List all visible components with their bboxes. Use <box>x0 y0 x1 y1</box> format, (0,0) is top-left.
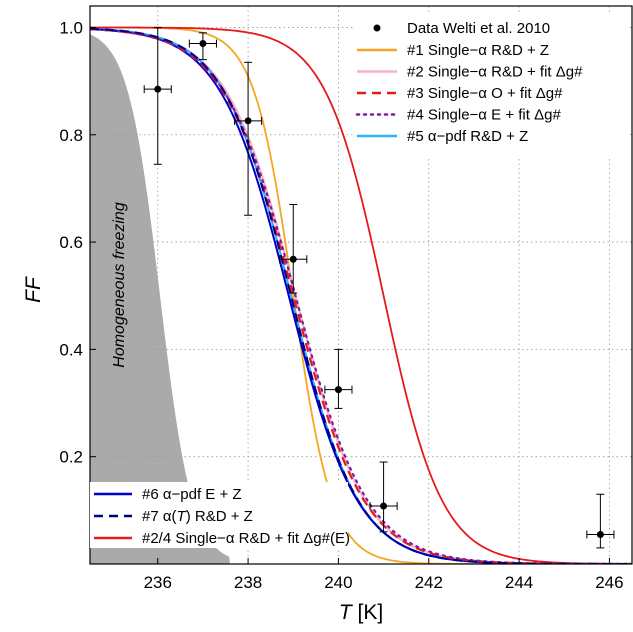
legend-bottom: #6 α−pdf E + Z #7 α(T) R&D + Z #2/4 Sing… <box>90 482 350 548</box>
legend-label-2: #2 Single−α R&D + fit Δg# <box>407 64 583 81</box>
shaded-region-label: Homogeneous freezing <box>111 202 128 368</box>
data-point <box>586 493 615 549</box>
legend-marker-data <box>373 24 381 32</box>
data-point <box>143 26 172 165</box>
curve-1 <box>90 26 632 564</box>
legend-label-5: #5 α−pdf R&D + Z <box>407 128 528 145</box>
data-point-marker <box>380 502 388 510</box>
data-point-marker <box>596 530 604 538</box>
x-tick-label: 242 <box>415 573 443 592</box>
x-tick-label: 236 <box>144 573 172 592</box>
data-point <box>234 61 263 216</box>
legend-label-3: #3 Single−α O + fit Δg# <box>407 85 563 102</box>
legend-label-data: Data Welti et al. 2010 <box>407 20 550 37</box>
data-point-marker <box>154 85 162 93</box>
data-point <box>324 348 353 409</box>
data-point <box>279 204 308 294</box>
curve-2-4-E <box>90 26 632 564</box>
legend-top: Data Welti et al. 2010 #1 Single−α R&D + … <box>355 12 627 158</box>
data-point <box>188 32 217 61</box>
curve-7 <box>90 27 632 564</box>
data-point <box>369 461 398 533</box>
legend-bottom-label-3: #2/4 Single−α R&D + fit Δg#(E) <box>142 530 350 547</box>
data-point-marker <box>244 117 252 125</box>
legend-label-1: #1 Single−α R&D + Z <box>407 42 549 59</box>
y-tick-label: 0.2 <box>59 448 83 467</box>
y-tick-label: 0.6 <box>59 233 83 252</box>
legend-bottom-label-2: #7 α(T) R&D + Z <box>142 508 253 525</box>
x-tick-label: 240 <box>324 573 352 592</box>
x-tick-label: 246 <box>595 573 623 592</box>
legend-label-4: #4 Single−α E + fit Δg# <box>407 107 561 124</box>
y-tick-label: 1.0 <box>59 18 83 37</box>
legend-top-background <box>355 12 627 158</box>
x-tick-label: 244 <box>505 573 533 592</box>
x-axis-title: T [K] <box>339 601 383 624</box>
data-point-marker <box>289 255 297 263</box>
legend-bottom-background <box>90 482 348 548</box>
data-point-marker <box>199 40 207 48</box>
legend-bottom-label-1: #6 α−pdf E + Z <box>142 486 242 503</box>
x-tick-label: 238 <box>234 573 262 592</box>
y-tick-label: 0.8 <box>59 126 83 145</box>
homogeneous-freezing-area <box>90 34 231 564</box>
y-axis-title: FF <box>22 276 45 303</box>
y-tick-label: 0.4 <box>59 340 83 359</box>
data-point-marker <box>334 386 342 394</box>
plot-frame <box>89 5 633 565</box>
